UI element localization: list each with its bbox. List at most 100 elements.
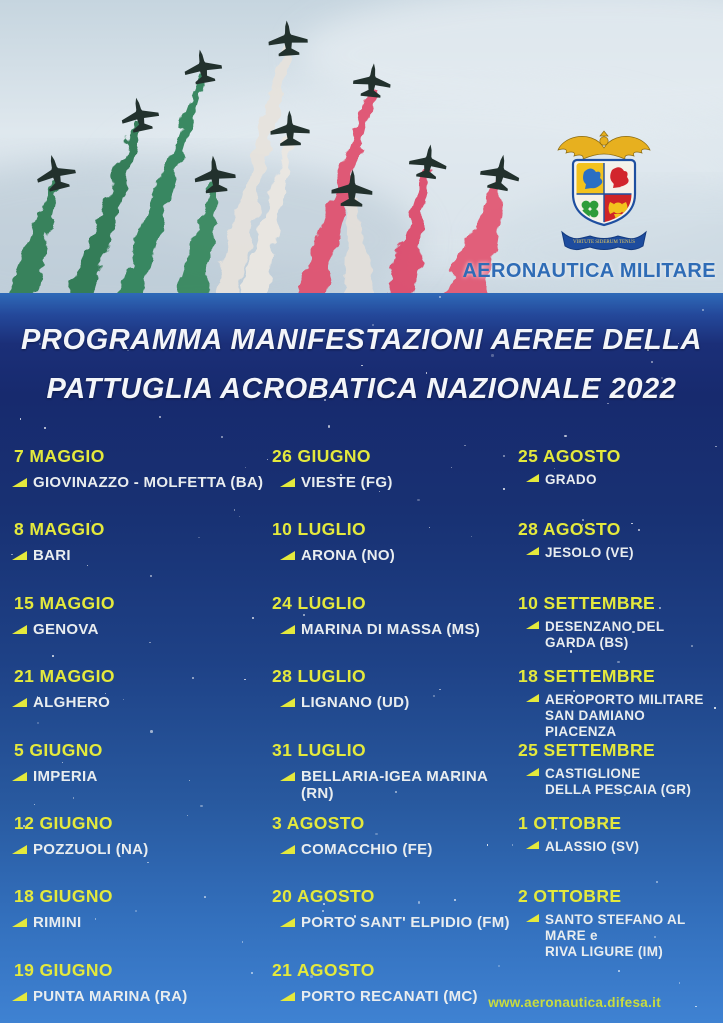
event-date: 28 LUGLIO: [272, 666, 367, 687]
event-date: 28 AGOSTO: [518, 519, 621, 540]
star-dot: [618, 970, 621, 972]
location-marker-icon: [526, 547, 539, 556]
event-date: 15 MAGGIO: [14, 592, 115, 613]
location-marker-icon: [280, 771, 295, 781]
star-dot: [220, 435, 223, 438]
event-location: GRADO: [545, 472, 597, 487]
star-dot: [702, 309, 705, 311]
event-location-row: VIESTE (FG): [280, 474, 522, 491]
location-marker-icon: [280, 698, 295, 708]
event-date: 26 GIUGNO: [272, 446, 371, 466]
location-marker-icon: [526, 767, 539, 776]
event-location: IMPERIA: [33, 767, 98, 785]
event-date: 1 OTTOBRE: [518, 812, 622, 833]
event-location-row: ALASSIO (SV): [526, 839, 718, 855]
event-location: PORTO RECANATI (MC): [301, 987, 478, 1005]
event-location-row: GRADO: [526, 472, 718, 488]
event-location: GENOVA: [33, 620, 99, 638]
star-dot: [158, 415, 161, 418]
event-location: ARONA (NO): [301, 547, 396, 565]
event-location-row: JESOLO (VE): [526, 545, 718, 561]
event-date: 10 LUGLIO: [272, 519, 367, 540]
event-item: 28 AGOSTO JESOLO (VE): [518, 517, 718, 590]
event-item: 18 SETTEMBRE AEROPORTO MILITARE SAN DAMIA…: [518, 664, 718, 739]
event-location: PORTO SANT' ELPIDIO (FM): [301, 914, 510, 932]
schedule-column-1: 7 MAGGIO GIOVINAZZO - MOLFETTA (BA) 8 MAGG…: [12, 444, 264, 1023]
event-item: 25 SETTEMBRE CASTIGLIONE DELLA PESCAIA (G…: [518, 738, 718, 811]
event-location-row: MARINA DI MASSA (MS): [280, 621, 522, 638]
event-location-row: PORTO RECANATI (MC): [280, 988, 522, 1005]
website-url: www.aeronautica.difesa.it: [488, 995, 661, 1010]
event-item: 8 MAGGIO BARI: [12, 517, 264, 590]
location-marker-icon: [12, 918, 27, 928]
event-location: LIGNANO (UD): [301, 694, 410, 712]
event-item: 1 OTTOBRE ALASSIO (SV): [518, 811, 718, 884]
event-location-row: BARI: [12, 547, 264, 564]
event-location: RIMINI: [33, 914, 82, 932]
location-marker-icon: [526, 840, 539, 849]
event-date: 21 MAGGIO: [14, 666, 115, 687]
event-item: 3 AGOSTO COMACCHIO (FE): [272, 811, 522, 884]
star-dot: [695, 1005, 698, 1008]
event-location-row: PORTO SANT' ELPIDIO (FM): [280, 914, 522, 931]
event-item: 20 AGOSTO PORTO SANT' ELPIDIO (FM): [272, 884, 522, 957]
location-marker-icon: [280, 478, 295, 487]
event-location-row: LIGNANO (UD): [280, 694, 522, 711]
event-location-row: IMPERIA: [12, 768, 264, 785]
aeronautica-militare-crest-icon: VIRTUTE SIDERUM TENUS: [557, 130, 651, 251]
event-item: 19 GIUGNO PUNTA MARINA (RA): [12, 958, 264, 1023]
event-item: 21 AGOSTO PORTO RECANATI (MC): [272, 958, 522, 1023]
event-location-row: POZZUOLI (NA): [12, 841, 264, 858]
event-date: 25 SETTEMBRE: [518, 739, 656, 760]
event-location: BELLARIA-IGEA MARINA (RN): [301, 767, 488, 802]
event-location-row: COMACCHIO (FE): [280, 841, 522, 858]
location-marker-icon: [12, 624, 27, 634]
event-date: 8 MAGGIO: [14, 519, 105, 540]
event-location-row: DESENZANO DEL GARDA (BS): [526, 619, 718, 651]
event-date: 3 AGOSTO: [272, 812, 365, 833]
star-dot: [266, 459, 268, 461]
event-location-row: CASTIGLIONE DELLA PESCAIA (GR): [526, 766, 718, 798]
event-location: COMACCHIO (FE): [301, 840, 433, 858]
event-location: VIESTE (FG): [301, 474, 393, 491]
location-marker-icon: [526, 914, 539, 923]
event-item: 24 LUGLIO MARINA DI MASSA (MS): [272, 591, 522, 664]
event-date: 7 MAGGIO: [14, 446, 105, 466]
event-location: MARINA DI MASSA (MS): [301, 620, 481, 638]
event-item: 12 GIUGNO POZZUOLI (NA): [12, 811, 264, 884]
event-location-row: RIMINI: [12, 914, 264, 931]
location-marker-icon: [280, 844, 295, 854]
event-date: 31 LUGLIO: [272, 739, 367, 760]
event-date: 5 GIUGNO: [14, 739, 103, 760]
location-marker-icon: [526, 620, 539, 629]
page-title: PROGRAMMA MANIFESTAZIONI AEREE DELLA PAT…: [0, 316, 723, 414]
event-item: 21 MAGGIO ALGHERO: [12, 664, 264, 737]
event-location-row: GIOVINAZZO - MOLFETTA (BA): [12, 474, 264, 491]
star-dot: [564, 434, 567, 438]
title-line-1: PROGRAMMA MANIFESTAZIONI AEREE DELLA: [20, 324, 703, 356]
frecce-tricolori-photo: VIRTUTE SIDERUM TENUS AERONAUTICA MILITA…: [0, 0, 723, 293]
location-marker-icon: [526, 694, 539, 703]
event-item: 31 LUGLIO BELLARIA-IGEA MARINA (RN): [272, 738, 522, 811]
event-item: 5 GIUGNO IMPERIA: [12, 738, 264, 811]
event-date: 19 GIUGNO: [14, 959, 113, 980]
location-marker-icon: [12, 991, 27, 1001]
event-location: DESENZANO DEL GARDA (BS): [545, 618, 665, 650]
event-location-row: SANTO STEFANO AL MARE e RIVA LIGURE (IM): [526, 912, 718, 960]
event-item: 26 GIUGNO VIESTE (FG): [272, 444, 522, 517]
location-marker-icon: [280, 624, 295, 634]
event-item: 10 SETTEMBRE DESENZANO DEL GARDA (BS): [518, 591, 718, 664]
schedule-column-3: 25 AGOSTO GRADO 28 AGOSTO JESOLO (VE) 10 SET…: [518, 444, 718, 960]
schedule-column-2: 26 GIUGNO VIESTE (FG) 10 LUGLIO ARONA (NO) 2…: [272, 444, 522, 1023]
location-marker-icon: [12, 478, 27, 487]
location-marker-icon: [12, 844, 27, 854]
event-item: 28 LUGLIO LIGNANO (UD): [272, 664, 522, 737]
event-location-row: BELLARIA-IGEA MARINA (RN): [280, 768, 522, 802]
star-dot: [327, 425, 331, 428]
event-location: SANTO STEFANO AL MARE e RIVA LIGURE (IM): [545, 912, 686, 960]
event-date: 24 LUGLIO: [272, 592, 367, 613]
location-marker-icon: [12, 771, 27, 781]
event-item: 15 MAGGIO GENOVA: [12, 591, 264, 664]
event-item: 25 AGOSTO GRADO: [518, 444, 718, 517]
title-line-2: PATTUGLIA ACROBATICA NAZIONALE 2022: [46, 373, 677, 405]
